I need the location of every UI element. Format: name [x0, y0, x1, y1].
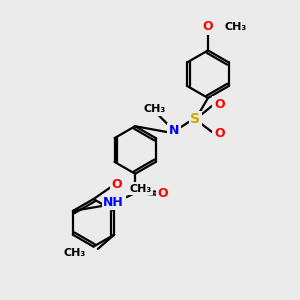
Text: CH₃: CH₃: [129, 184, 152, 194]
Text: CH₃: CH₃: [144, 104, 166, 114]
Text: O: O: [202, 20, 213, 33]
Text: CH₃: CH₃: [63, 248, 85, 258]
Text: O: O: [214, 127, 225, 140]
Text: NH: NH: [103, 196, 124, 208]
Text: O: O: [158, 187, 168, 200]
Text: O: O: [214, 98, 225, 111]
Text: S: S: [190, 112, 200, 126]
Text: O: O: [111, 178, 122, 191]
Text: N: N: [169, 124, 179, 137]
Text: CH₃: CH₃: [224, 22, 247, 32]
